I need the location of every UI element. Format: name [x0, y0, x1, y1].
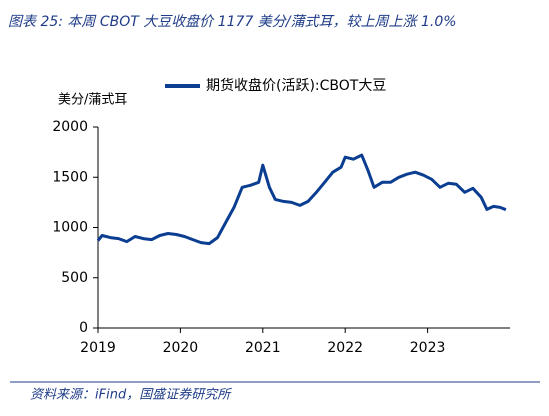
series-line — [96, 153, 507, 246]
x-tick-label: 2019 — [80, 340, 116, 356]
x-tick-label: 2021 — [245, 340, 281, 356]
legend-label: 期货收盘价(活跃):CBOT大豆 — [206, 77, 386, 94]
y-tick-label: 1000 — [52, 220, 88, 236]
y-axis-label: 美分/蒲式耳 — [58, 93, 127, 108]
chart-title: 图表 25: 本周 CBOT 大豆收盘价 1177 美分/蒲式耳，较上周上涨 1… — [8, 14, 457, 30]
y-tick-label: 2000 — [52, 119, 88, 135]
x-tick-label: 2023 — [410, 340, 446, 356]
source: 资料来源：iFind，国盛证券研究所 — [30, 387, 232, 403]
y-tick-label: 500 — [61, 270, 88, 286]
x-tick-label: 2022 — [327, 340, 363, 356]
y-tick-label: 1500 — [52, 169, 88, 185]
y-tick-label: 0 — [79, 320, 88, 336]
x-tick-label: 2020 — [163, 340, 199, 356]
